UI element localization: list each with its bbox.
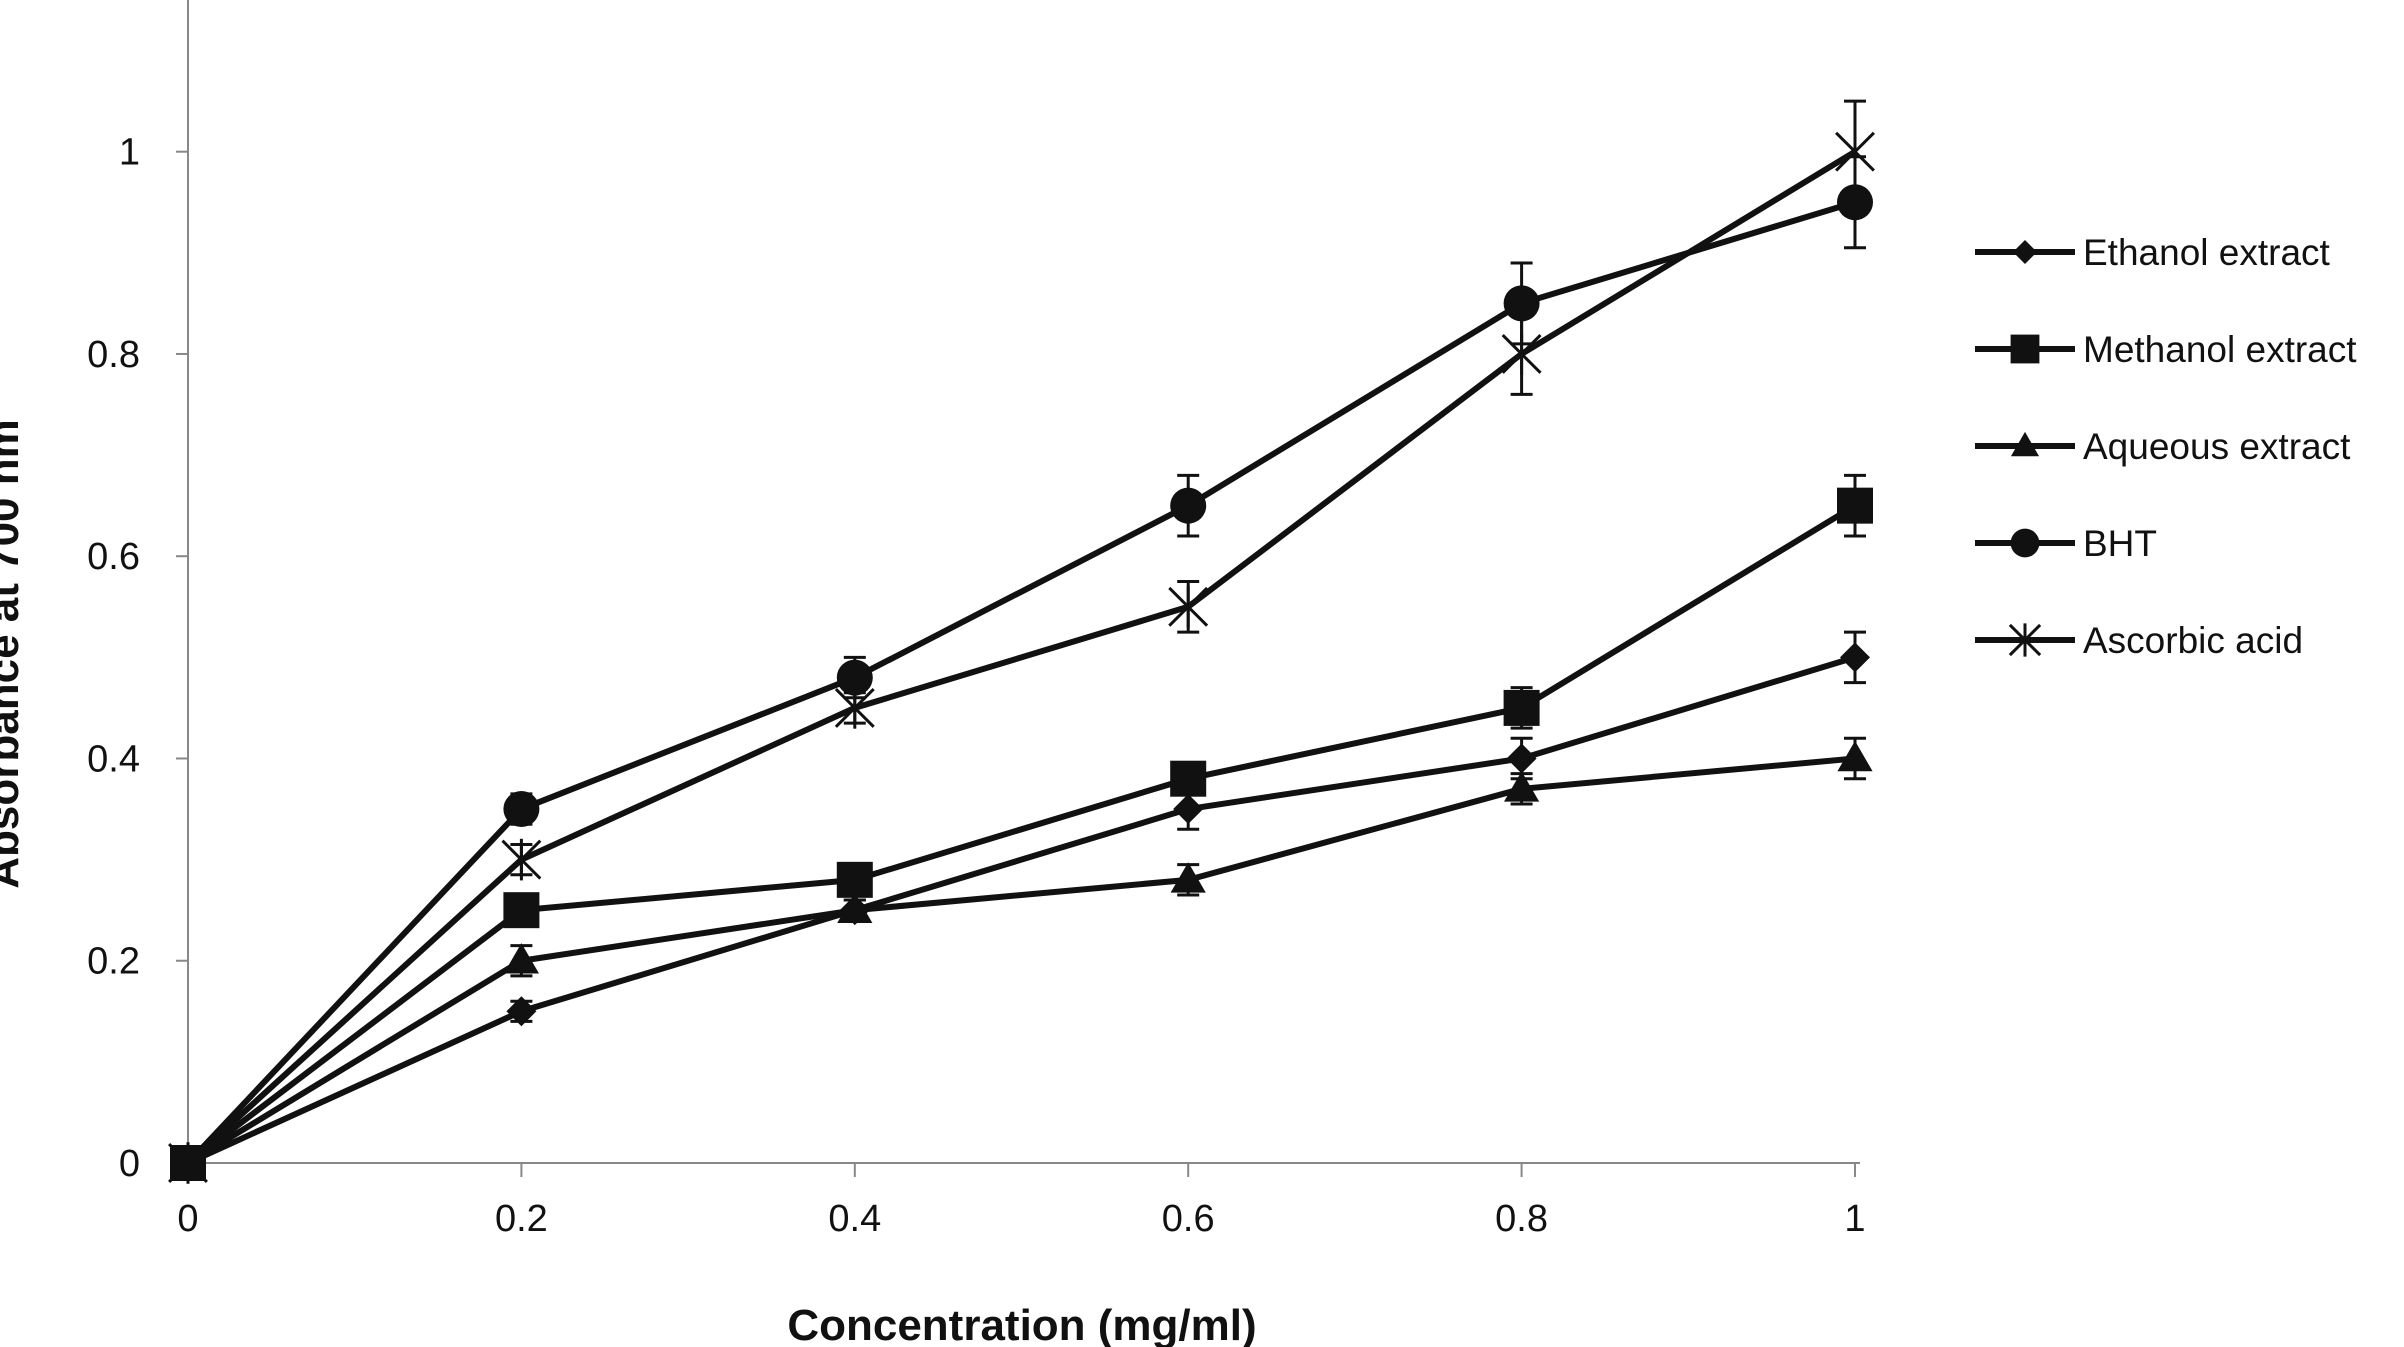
- series-line: [186, 654, 1856, 1166]
- legend-item: Aqueous extract: [1975, 426, 2351, 467]
- legend-label: Methanol extract: [2083, 329, 2357, 370]
- x-tick-label: 0.8: [1495, 1198, 1548, 1240]
- square-marker: [1503, 689, 1540, 726]
- triangle-marker: [1504, 771, 1540, 802]
- series-layer: [168, 99, 1875, 1184]
- square-marker: [1170, 760, 1207, 797]
- triangle-marker: [837, 892, 873, 923]
- series-methanol-extract: [170, 473, 1873, 1181]
- series-line: [185, 199, 1856, 1166]
- legend-item: Ethanol extract: [1975, 232, 2331, 273]
- triangle-marker: [503, 943, 539, 974]
- diamond-marker: [1173, 794, 1204, 825]
- legend-label: Ascorbic acid: [2083, 620, 2303, 661]
- x-axis-title: Concentration (mg/ml): [787, 1301, 1256, 1347]
- y-tick-label: 0.8: [87, 334, 140, 376]
- legend-label: Aqueous extract: [2083, 426, 2351, 467]
- y-tick-label: 0: [119, 1143, 140, 1185]
- diamond-marker: [506, 996, 537, 1027]
- star-marker: [168, 1142, 208, 1184]
- square-marker: [1837, 487, 1873, 524]
- star-marker: [1501, 333, 1542, 375]
- star-marker: [1168, 585, 1209, 628]
- y-tick-label: 0.4: [87, 738, 140, 780]
- legend: Ethanol extract Methanol extract Aqueous e…: [1975, 232, 2357, 661]
- x-tick-label: 0.6: [1162, 1198, 1215, 1240]
- circle-marker: [503, 791, 540, 828]
- x-tick-label: 0.2: [495, 1198, 548, 1240]
- y-tick-label: 0.6: [87, 536, 140, 578]
- square-marker: [2010, 334, 2040, 364]
- diamond-marker: [1840, 642, 1870, 673]
- legend-item: Methanol extract: [1975, 329, 2357, 370]
- y-tick-label: 1: [119, 132, 140, 174]
- legend-label: Ethanol extract: [2083, 232, 2331, 273]
- star-marker: [1835, 130, 1875, 173]
- diamond-marker: [1506, 743, 1537, 774]
- series-line: [186, 755, 1856, 1166]
- circle-marker: [1170, 487, 1207, 524]
- series-aqueous-extract: [170, 736, 1873, 1176]
- triangle-marker: [1837, 740, 1873, 772]
- triangle-marker: [2010, 431, 2040, 457]
- circle-marker: [2010, 528, 2040, 558]
- square-marker: [503, 892, 540, 929]
- y-axis-title: Absorbance at 700 nm: [0, 419, 28, 889]
- series-line: [185, 149, 1857, 1166]
- circle-marker: [836, 659, 873, 696]
- star-marker: [2008, 623, 2042, 657]
- x-tick-label: 0.4: [828, 1198, 881, 1240]
- y-tick-label: 0.2: [87, 941, 140, 983]
- legend-item: Ascorbic acid: [1975, 620, 2303, 661]
- axes: 0 0.2 0.4 0.6 0.8 1 0 0.2 0.4 0.6 0.8 1: [87, 0, 1866, 1240]
- diamond-marker: [2013, 240, 2037, 264]
- x-tick-label: 0: [177, 1198, 198, 1240]
- star-marker: [501, 838, 542, 881]
- series-ascorbic-acid: [168, 99, 1875, 1184]
- legend-item: BHT: [1975, 523, 2157, 564]
- star-marker: [834, 687, 875, 729]
- square-marker: [836, 861, 873, 898]
- legend-label: BHT: [2083, 523, 2157, 564]
- series-bht: [170, 155, 1873, 1181]
- triangle-marker: [1170, 862, 1206, 893]
- x-tick-label: 1: [1844, 1198, 1865, 1240]
- series-line: [186, 503, 1857, 1166]
